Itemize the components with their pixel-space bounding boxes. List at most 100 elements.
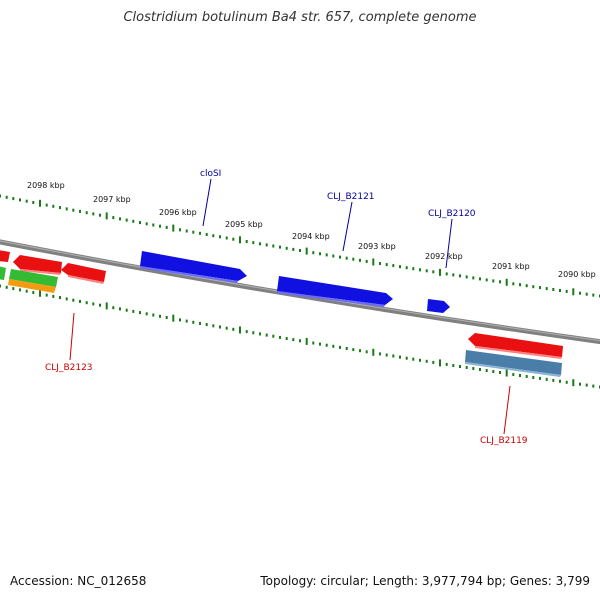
major-tick: [239, 236, 241, 244]
reverse-strand-features: [0, 250, 563, 377]
minor-tick: [359, 349, 361, 353]
minor-tick: [19, 288, 21, 292]
minor-tick: [145, 312, 148, 316]
minor-tick: [212, 324, 215, 328]
minor-tick: [199, 321, 201, 325]
minor-tick: [405, 266, 408, 270]
major-tick: [572, 288, 575, 296]
minor-tick: [459, 365, 461, 368]
minor-tick: [119, 307, 121, 311]
minor-tick: [532, 285, 535, 289]
gene-CLJ_B2120-arrow[interactable]: [427, 299, 450, 313]
minor-tick: [492, 370, 495, 373]
minor-tick: [219, 235, 221, 239]
gene-label-CLJ_B2121[interactable]: CLJ_B2121: [327, 192, 375, 202]
minor-tick: [485, 278, 488, 282]
minor-tick: [65, 207, 68, 211]
green-feature[interactable]: [9, 269, 58, 287]
minor-tick: [432, 270, 435, 274]
forward-feature-shadow: [277, 291, 385, 307]
minor-tick: [425, 269, 428, 273]
gene-label-cloSI[interactable]: cloSI: [200, 169, 221, 179]
minor-tick: [272, 244, 275, 248]
tick-label: 2096 kbp: [159, 208, 197, 217]
minor-tick: [552, 288, 555, 291]
gene-CLJ_B2119-arrow[interactable]: [468, 333, 563, 357]
gene-label-CLJ_B2120[interactable]: CLJ_B2120: [428, 209, 476, 219]
minor-tick: [12, 287, 15, 291]
major-tick: [105, 302, 108, 310]
gene-reverse-arrow-a[interactable]: [13, 255, 62, 273]
gene-cloSI-arrow[interactable]: [140, 251, 247, 281]
minor-tick: [192, 320, 195, 324]
major-tick: [439, 359, 441, 367]
tick-labels: 2098 kbp 2097 kbp 2096 kbp 2095 kbp 2094…: [27, 181, 596, 279]
minor-tick: [132, 309, 135, 313]
minor-tick: [145, 222, 148, 226]
minor-tick: [385, 263, 388, 267]
minor-tick: [299, 339, 301, 343]
minor-tick: [319, 342, 321, 346]
minor-tick: [179, 318, 181, 322]
minor-tick: [159, 224, 161, 228]
gene-label-CLJ_B2119[interactable]: CLJ_B2119: [480, 436, 528, 446]
minor-tick: [519, 374, 521, 377]
minor-tick: [579, 382, 581, 386]
major-tick: [572, 379, 575, 387]
minor-tick: [392, 354, 395, 358]
minor-tick: [265, 243, 268, 247]
minor-tick: [405, 356, 408, 360]
minor-tick: [252, 241, 255, 245]
minor-tick: [565, 380, 568, 384]
minor-tick: [312, 251, 315, 255]
major-tick: [39, 289, 41, 297]
tick-label: 2097 kbp: [93, 195, 131, 204]
CLJ_B2119-rna-feature[interactable]: [465, 350, 562, 375]
minor-tick: [452, 364, 455, 367]
minor-tick: [179, 228, 181, 232]
reverse-feature-shadow: [475, 346, 562, 359]
minor-tick: [392, 264, 395, 268]
minor-tick: [132, 219, 135, 223]
major-tick: [39, 199, 41, 207]
minor-tick: [292, 338, 295, 342]
minor-tick: [379, 262, 381, 265]
minor-tick: [279, 245, 281, 249]
minor-tick: [525, 284, 528, 288]
tick-label: 2095 kbp: [225, 220, 263, 229]
minor-tick: [59, 206, 61, 210]
minor-tick: [152, 223, 155, 227]
minor-tick: [112, 216, 115, 220]
gene-label-CLJ_B2123[interactable]: CLJ_B2123: [45, 363, 93, 373]
gene-CLJ_B2121-arrow[interactable]: [277, 276, 393, 305]
gene-partial-left-arrow[interactable]: [0, 250, 10, 262]
major-tick: [372, 348, 375, 356]
gene-reverse-arrow-b[interactable]: [61, 263, 106, 282]
green-feature-left[interactable]: [0, 266, 6, 280]
minor-tick: [559, 379, 561, 383]
major-tick: [172, 314, 175, 322]
minor-tick: [59, 296, 61, 300]
orange-feature[interactable]: [8, 279, 56, 293]
minor-tick: [0, 284, 1, 288]
minor-tick: [85, 211, 88, 215]
minor-tick: [539, 286, 541, 290]
gene-leader-lines: [69, 178, 511, 435]
minor-tick: [552, 378, 555, 382]
minor-tick: [479, 277, 481, 281]
minor-tick: [565, 289, 568, 293]
minor-tick: [45, 293, 48, 297]
gene-labels: cloSI CLJ_B2121 CLJ_B2120 CLJ_B2123 CLJ_…: [45, 169, 528, 446]
minor-tick: [525, 375, 528, 378]
minor-tick: [412, 267, 415, 271]
minor-tick: [79, 209, 81, 213]
minor-tick: [165, 316, 168, 319]
minor-tick: [5, 195, 8, 199]
minor-tick: [419, 268, 421, 272]
minor-tick: [365, 259, 368, 263]
minor-tick: [539, 376, 541, 380]
minor-tick: [185, 229, 188, 233]
minor-tick: [199, 231, 201, 235]
lower-tick-track: [0, 284, 600, 389]
